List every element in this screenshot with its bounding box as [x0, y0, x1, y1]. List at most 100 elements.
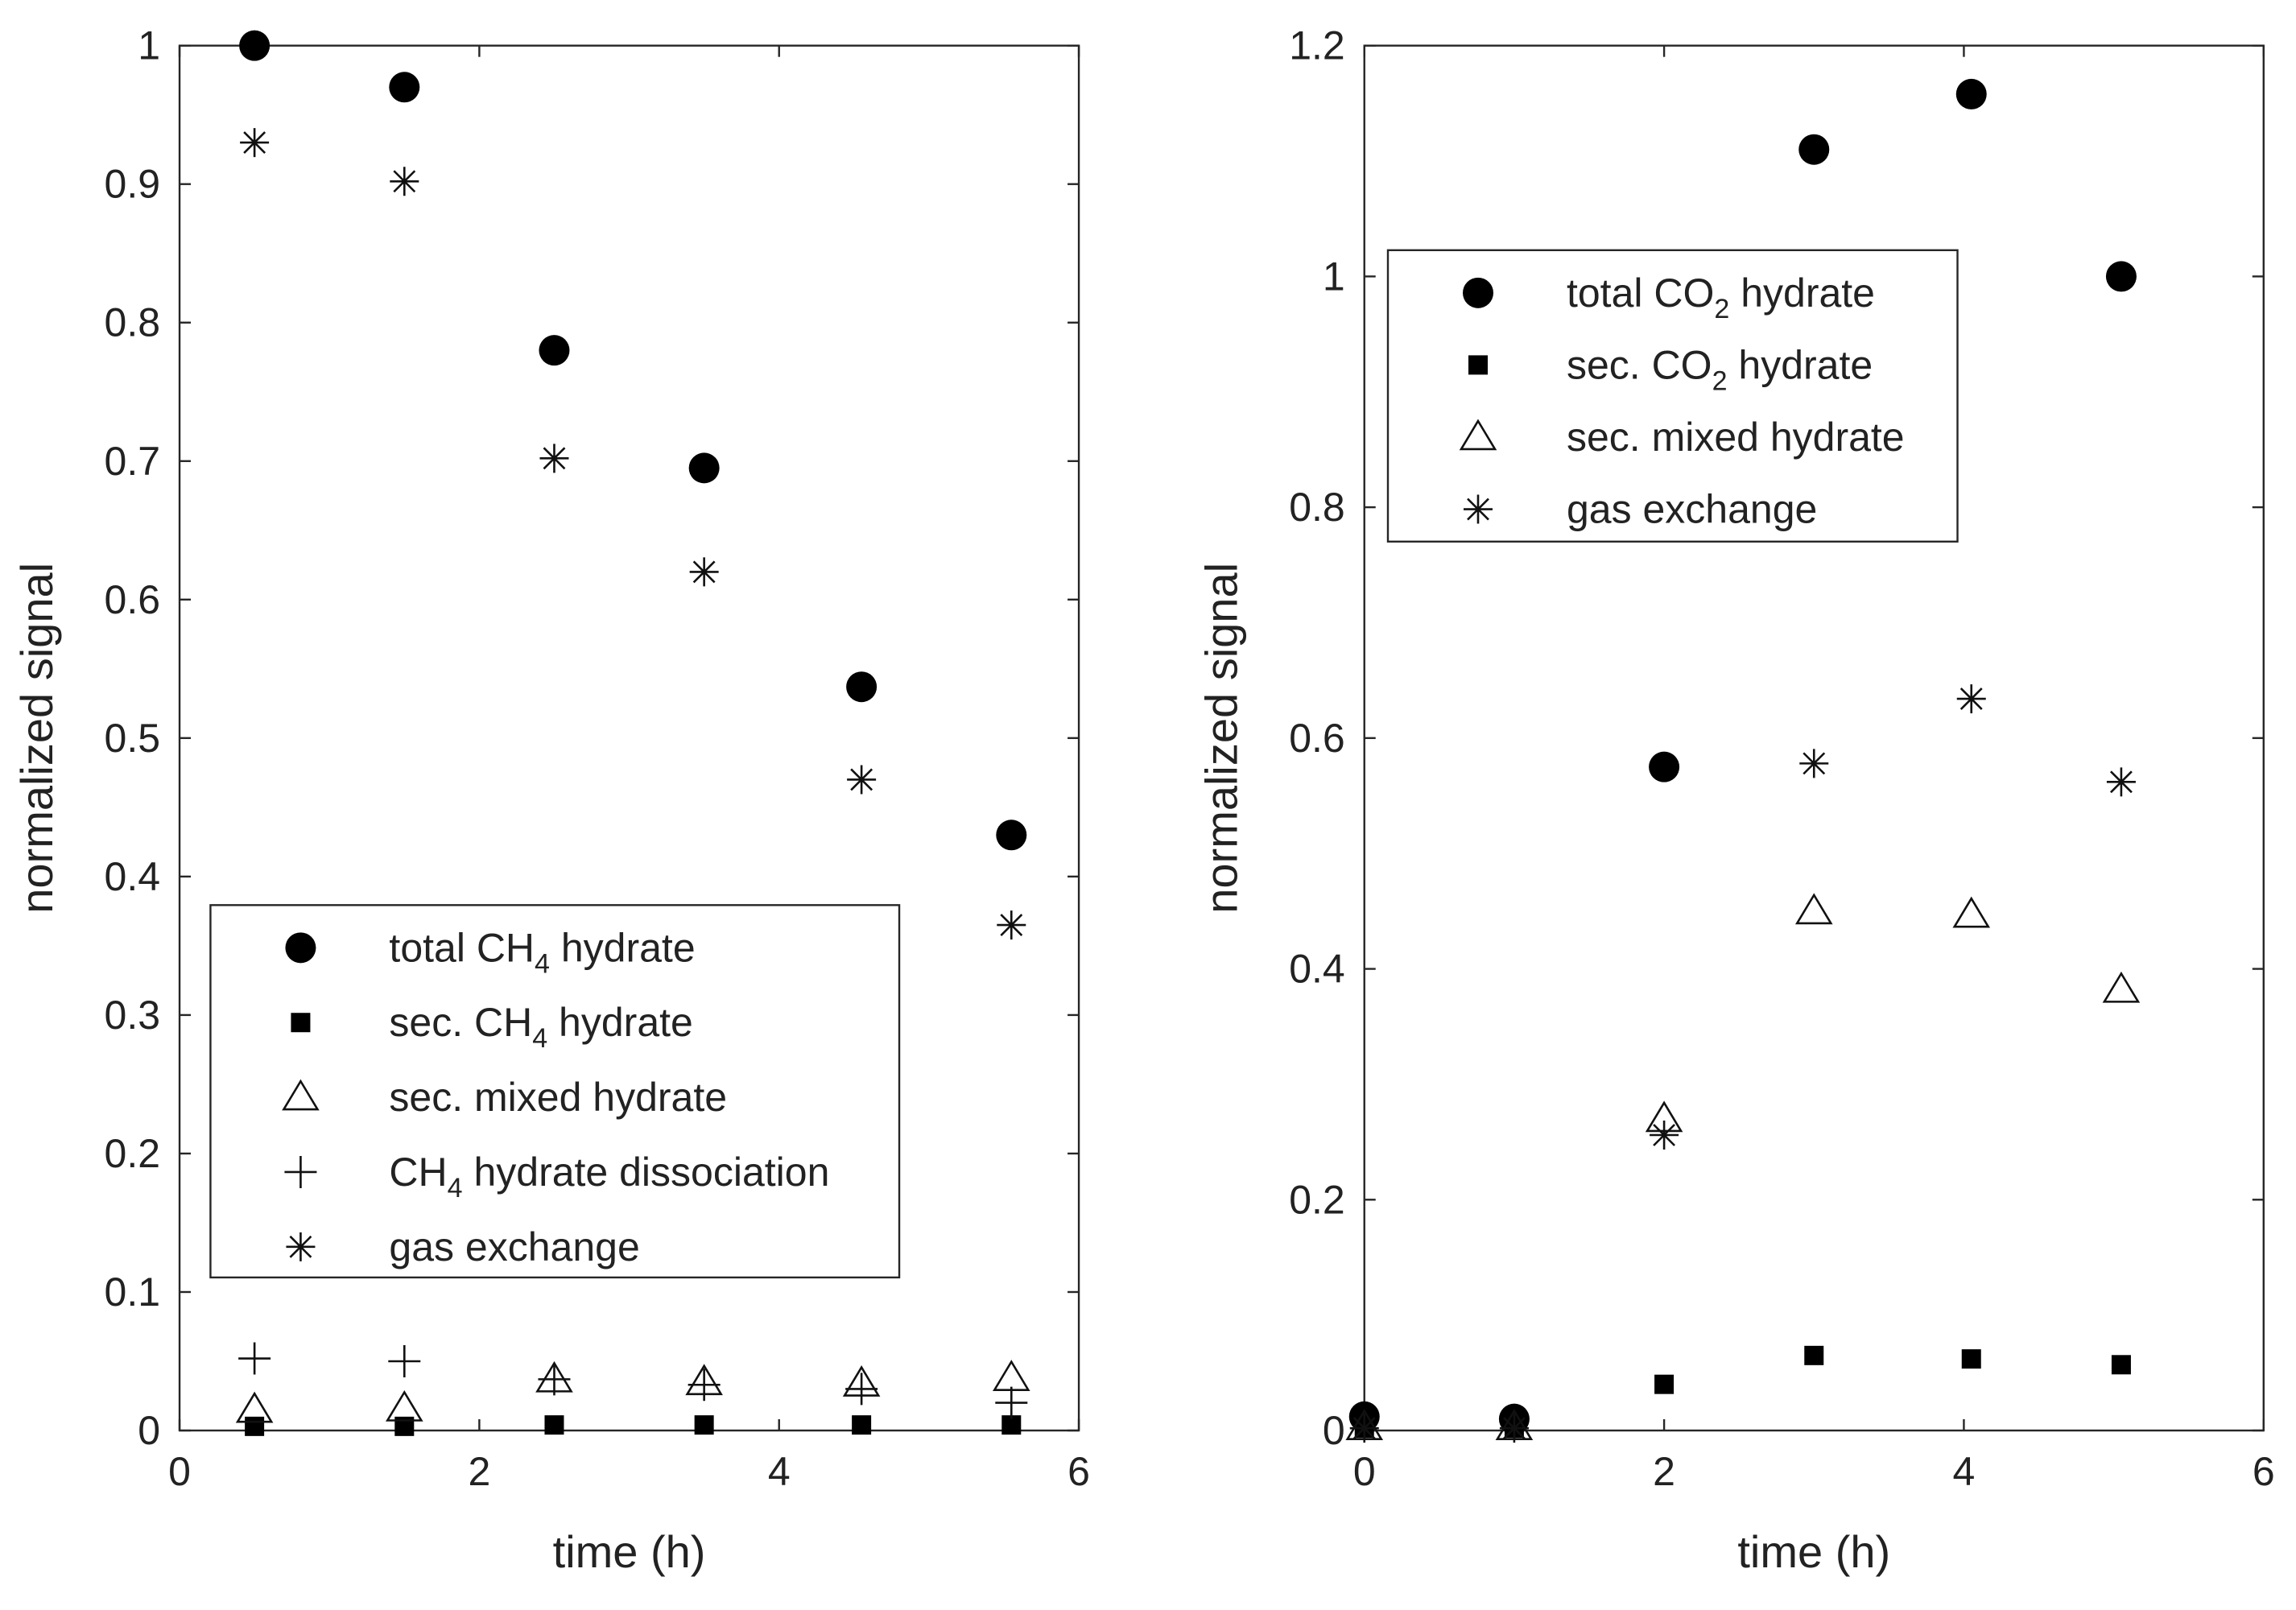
left-y-tick-label: 1: [138, 23, 160, 68]
left-y-tick-label: 0.2: [105, 1131, 161, 1176]
left-data-point-plus: [845, 1373, 878, 1406]
right-y-tick-label: 1.2: [1289, 23, 1345, 68]
right-data-point-circle: [1649, 751, 1680, 782]
left-legend-box: [209, 904, 901, 1279]
left-y-tick-label: 0.9: [105, 162, 161, 207]
left-y-tick-label: 0.8: [105, 300, 161, 345]
left-series-circle: [239, 30, 1027, 851]
left-legend-marker-square: [291, 1013, 311, 1033]
left-data-point-square: [245, 1416, 265, 1436]
left-panel: 0 2 4 6 0 0.1 0.2 0.3 0.4 0.5 0.6 0.7 0.8 0.9 1 time (h…: [11, 23, 1090, 1577]
right-data-point-square: [2111, 1355, 2131, 1375]
left-x-tick-label: 6: [1067, 1449, 1090, 1494]
left-data-point-plus: [238, 1342, 271, 1375]
left-data-point-circle: [539, 335, 570, 366]
right-data-point-asterisk: [1956, 684, 1986, 714]
right-legend-marker-triangle: [1459, 419, 1497, 451]
right-x-tick-label: 2: [1653, 1449, 1675, 1494]
right-panel: 0 2 4 6 0 0.2 0.4 0.6 0.8 1 1.2 time (h) normalized …: [1196, 23, 2275, 1577]
left-legend-label: sec. mixed hydrate: [389, 1075, 727, 1120]
left-data-point-square: [694, 1415, 714, 1435]
right-y-tick-label: 0.6: [1289, 716, 1345, 761]
left-legend-marker-asterisk: [286, 1232, 316, 1261]
left-legend-label: gas exchange: [389, 1224, 639, 1269]
right-y-tick-label: 0.2: [1289, 1177, 1345, 1222]
left-data-point-plus: [538, 1363, 571, 1396]
left-data-point-asterisk: [997, 910, 1026, 940]
left-legend-marker-triangle: [282, 1079, 320, 1111]
left-legend-label: total CH4 hydrate: [389, 925, 695, 979]
right-data-point-triangle: [1794, 893, 1833, 925]
right-x-tick-label: 6: [2253, 1449, 2275, 1494]
left-data-point-square: [852, 1415, 872, 1435]
left-legend-label: sec. CH4 hydrate: [389, 1000, 692, 1054]
right-y-tick-label: 1: [1323, 254, 1345, 299]
left-data-point-triangle: [386, 1389, 423, 1422]
left-data-point-circle: [846, 671, 878, 703]
right-data-point-asterisk: [1650, 1121, 1679, 1150]
left-data-point-square: [544, 1415, 564, 1435]
right-x-tick-label: 0: [1353, 1449, 1376, 1494]
left-x-tick-label: 0: [168, 1449, 191, 1494]
left-data-point-circle: [239, 30, 270, 61]
left-data-point-asterisk: [240, 128, 270, 158]
left-data-point-circle: [688, 452, 720, 484]
left-y-tick-label: 0: [138, 1408, 160, 1453]
left-series-square: [245, 1415, 1022, 1436]
left-series-asterisk: [240, 128, 1026, 940]
right-y-tick-label: 0.4: [1289, 947, 1345, 992]
right-legend: total CO2 hydrate sec. CO2 hydrate sec. mi…: [1386, 249, 1959, 543]
right-legend-label: total CO2 hydrate: [1567, 270, 1875, 324]
right-data-point-circle: [1798, 134, 1830, 165]
left-series-plus: [238, 1342, 1028, 1419]
left-x-tick-label: 2: [468, 1449, 490, 1494]
left-legend: total CH4 hydrate sec. CH4 hydrate sec. mi…: [209, 904, 901, 1279]
right-data-point-square: [1654, 1374, 1675, 1394]
right-data-point-circle: [1955, 78, 1987, 109]
left-data-point-plus: [388, 1345, 421, 1377]
right-legend-label: gas exchange: [1567, 487, 1817, 532]
left-data-point-asterisk: [847, 765, 877, 795]
right-data-point-triangle: [1952, 896, 1991, 928]
right-data-point-square: [1961, 1349, 1981, 1369]
left-y-axis-label: normalized signal: [11, 563, 62, 914]
left-legend-marker-plus: [284, 1155, 317, 1188]
right-data-point-asterisk: [1349, 1414, 1379, 1443]
left-y-tick-label: 0.1: [105, 1269, 161, 1315]
left-y-tick-label: 0.3: [105, 993, 161, 1038]
left-data-point-triangle: [235, 1391, 274, 1423]
left-x-tick-label: 4: [768, 1449, 791, 1494]
left-y-tick-label: 0.5: [105, 716, 161, 761]
left-legend-marker-circle: [285, 932, 316, 964]
right-data-point-circle: [2105, 261, 2137, 292]
left-data-point-asterisk: [390, 167, 419, 196]
right-legend-marker-circle: [1462, 277, 1493, 308]
left-data-point-plus: [995, 1386, 1028, 1419]
right-data-point-asterisk: [1499, 1414, 1529, 1443]
right-y-tick-label: 0: [1323, 1408, 1345, 1453]
right-data-point-square: [1804, 1345, 1824, 1365]
right-data-point-asterisk: [1799, 749, 1829, 778]
right-y-tick-label: 0.8: [1289, 485, 1345, 530]
right-data-point-asterisk: [2106, 767, 2136, 797]
right-legend-label: sec. mixed hydrate: [1567, 415, 1905, 460]
left-data-point-circle: [389, 72, 420, 103]
left-data-point-asterisk: [539, 444, 569, 473]
right-legend-label: sec. CO2 hydrate: [1567, 342, 1873, 396]
right-data-point-triangle: [2102, 971, 2141, 1003]
left-y-tick-label: 0.7: [105, 439, 161, 484]
right-x-tick-label: 4: [1953, 1449, 1976, 1494]
right-x-axis-label: time (h): [1737, 1526, 1890, 1577]
right-legend-marker-asterisk: [1464, 494, 1493, 524]
left-y-tick-label: 0.4: [105, 854, 161, 899]
right-y-axis-label: normalized signal: [1196, 563, 1247, 914]
left-data-point-asterisk: [689, 557, 719, 587]
left-data-point-square: [394, 1416, 415, 1436]
left-data-point-circle: [996, 819, 1027, 851]
right-legend-marker-square: [1468, 355, 1488, 375]
left-legend-label: CH4 hydrate dissociation: [389, 1150, 829, 1203]
left-data-point-plus: [688, 1368, 721, 1402]
left-y-tick-label: 0.6: [105, 577, 161, 622]
